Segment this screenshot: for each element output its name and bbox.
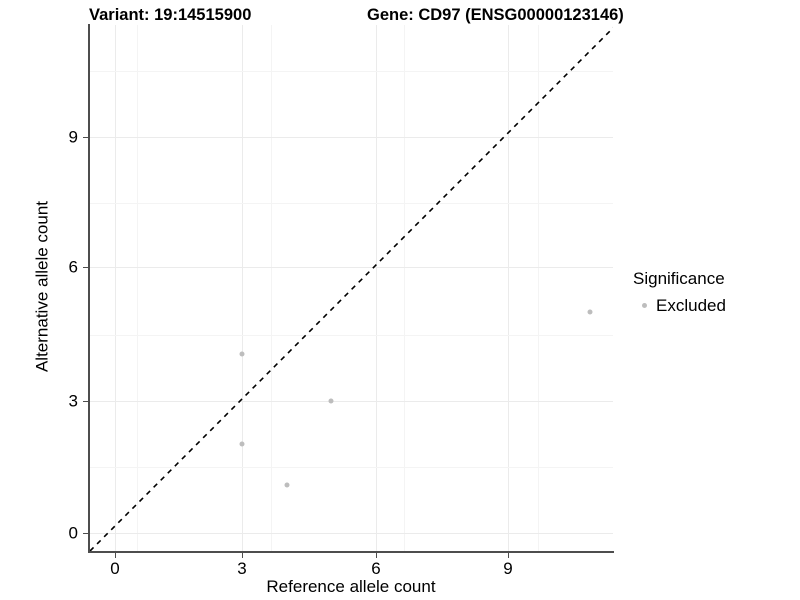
x-tick-mark (242, 553, 243, 558)
gridline-minor-horizontal (89, 203, 613, 204)
gridline-minor-vertical (271, 25, 272, 552)
gridline-major-horizontal (89, 401, 613, 402)
x-axis-title: Reference allele count (266, 577, 436, 596)
y-axis-line (88, 24, 90, 553)
x-tick-mark (376, 553, 377, 558)
y-axis-title: Alternative allele count (32, 200, 52, 373)
data-point[interactable] (328, 398, 334, 404)
data-point[interactable] (239, 441, 245, 447)
gridline-major-vertical (508, 25, 509, 552)
x-tick-label: 9 (503, 559, 513, 578)
gridline-major-horizontal (89, 533, 613, 534)
plot-panel (89, 25, 613, 552)
gridline-minor-horizontal (89, 71, 613, 72)
gridline-minor-vertical (538, 25, 539, 552)
identity-reference-line (89, 26, 613, 552)
data-point[interactable] (284, 482, 290, 488)
y-tick-label: 0 (68, 523, 78, 543)
variant-title: Variant: 19:14515900 (89, 6, 252, 24)
y-tick-label: 3 (68, 391, 78, 411)
gridline-major-vertical (376, 25, 377, 552)
gridline-major-vertical (115, 25, 116, 552)
gridline-major-horizontal (89, 137, 613, 138)
gridline-minor-vertical (404, 25, 405, 552)
gridline-major-horizontal (89, 267, 613, 268)
gridline-minor-horizontal (89, 467, 613, 468)
legend-title: Significance (633, 269, 725, 288)
gene-title: Gene: CD97 (ENSG00000123146) (367, 6, 624, 24)
x-axis-line (88, 551, 614, 553)
legend: Significance Excluded (633, 270, 726, 316)
x-tick-mark (115, 553, 116, 558)
y-tick-mark (83, 533, 88, 534)
y-tick-mark (83, 401, 88, 402)
legend-circle-icon (633, 294, 655, 316)
x-tick-mark (508, 553, 509, 558)
x-tick-label: 6 (371, 559, 381, 578)
gridline-major-vertical (242, 25, 243, 552)
y-tick-label: 6 (68, 257, 78, 277)
y-tick-mark (83, 137, 88, 138)
gridline-minor-horizontal (89, 335, 613, 336)
legend-item-excluded[interactable]: Excluded (633, 294, 726, 316)
y-tick-label: 9 (68, 127, 78, 147)
y-tick-mark (83, 267, 88, 268)
legend-item-label: Excluded (656, 295, 726, 315)
x-tick-label: 0 (110, 559, 120, 578)
data-point[interactable] (239, 351, 245, 357)
x-tick-label: 3 (237, 559, 247, 578)
gridline-minor-vertical (137, 25, 138, 552)
data-point[interactable] (587, 309, 593, 315)
